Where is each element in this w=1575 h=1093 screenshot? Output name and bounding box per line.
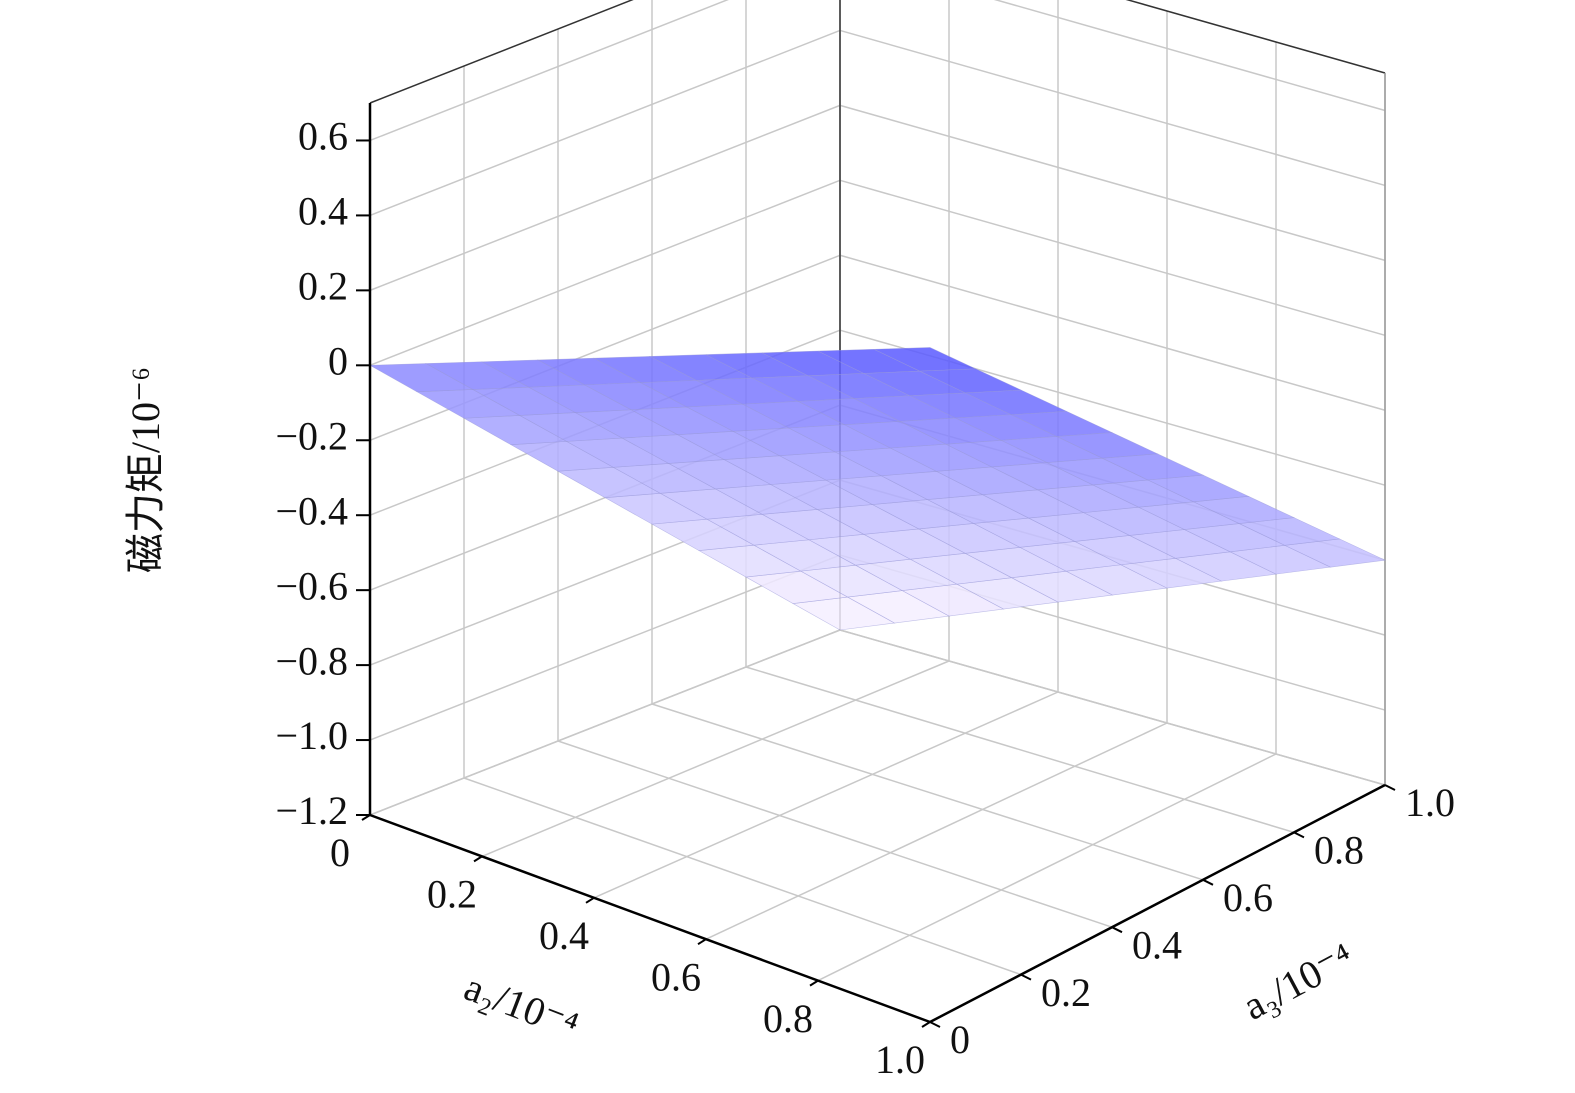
grid-line bbox=[593, 691, 1059, 899]
y-tick-label: 0 bbox=[950, 1017, 970, 1062]
z-tick-label: −1.0 bbox=[275, 713, 348, 758]
x-tick-label: 0.6 bbox=[651, 954, 701, 999]
box-edge bbox=[369, 0, 634, 104]
grid-line bbox=[651, 703, 1204, 881]
grid-line bbox=[481, 660, 950, 858]
tick-mark bbox=[697, 938, 707, 946]
tick-mark bbox=[809, 979, 819, 987]
z-tick-label: 0.4 bbox=[298, 189, 348, 234]
x-tick-label: 0.4 bbox=[539, 913, 589, 958]
grid-line bbox=[557, 740, 1113, 928]
grid-line bbox=[839, 254, 1386, 411]
x-tick-label: 0.2 bbox=[427, 872, 477, 917]
grid-line bbox=[369, 104, 841, 292]
tick-mark bbox=[929, 1021, 941, 1028]
y-tick-label: 0.2 bbox=[1041, 970, 1091, 1015]
tick-mark bbox=[585, 896, 595, 904]
y-axis-label: a₃/10⁻⁴ bbox=[1235, 934, 1360, 1029]
tick-mark bbox=[921, 1021, 931, 1028]
box-edge bbox=[369, 813, 931, 1024]
grid-line bbox=[369, 29, 841, 217]
tick-mark bbox=[1202, 878, 1214, 886]
tick-mark bbox=[1384, 784, 1396, 791]
grid-line bbox=[817, 753, 1277, 982]
grid-line bbox=[369, 179, 841, 367]
grid-line bbox=[839, 104, 1386, 262]
x-tick-label: 0 bbox=[330, 830, 350, 875]
x-tick-label: 1.0 bbox=[875, 1037, 925, 1082]
grid-line bbox=[369, 629, 841, 816]
box-edge bbox=[1125, 0, 1386, 74]
y-tick-label: 0.6 bbox=[1223, 875, 1273, 920]
tick-mark bbox=[1293, 831, 1305, 839]
box-edge bbox=[929, 783, 1386, 1024]
x-axis-label: a₂/10⁻⁴ bbox=[458, 964, 584, 1048]
z-tick-label: −0.6 bbox=[275, 563, 348, 608]
z-tick-label: −0.4 bbox=[275, 488, 348, 533]
y-tick-label: 1.0 bbox=[1405, 780, 1455, 825]
x-tick-label: 0.8 bbox=[763, 996, 813, 1041]
y-tick-label: 0.8 bbox=[1314, 828, 1364, 873]
grid-line bbox=[705, 722, 1168, 940]
grid-line bbox=[369, 0, 729, 142]
tick-mark bbox=[473, 855, 483, 863]
z-tick-label: 0.2 bbox=[298, 264, 348, 309]
y-tick-label: 0.4 bbox=[1132, 922, 1182, 967]
grid-line bbox=[745, 666, 1295, 834]
grid-line bbox=[839, 29, 1386, 187]
z-tick-label: 0 bbox=[328, 338, 348, 383]
tick-mark bbox=[361, 814, 371, 821]
z-tick-label: −1.2 bbox=[275, 788, 348, 833]
z-tick-label: −0.2 bbox=[275, 413, 348, 458]
z-tick-label: 0.6 bbox=[298, 114, 348, 159]
surface-cell bbox=[873, 347, 976, 372]
tick-mark bbox=[1020, 973, 1032, 981]
grid-line bbox=[993, 0, 1386, 112]
grid-line bbox=[839, 629, 1386, 786]
grid-line bbox=[463, 777, 1022, 976]
grid-line bbox=[839, 179, 1386, 337]
tick-mark bbox=[1111, 926, 1123, 934]
z-tick-label: −0.8 bbox=[275, 638, 348, 683]
z-axis-label: 磁力矩/10⁻⁶ bbox=[123, 367, 168, 573]
